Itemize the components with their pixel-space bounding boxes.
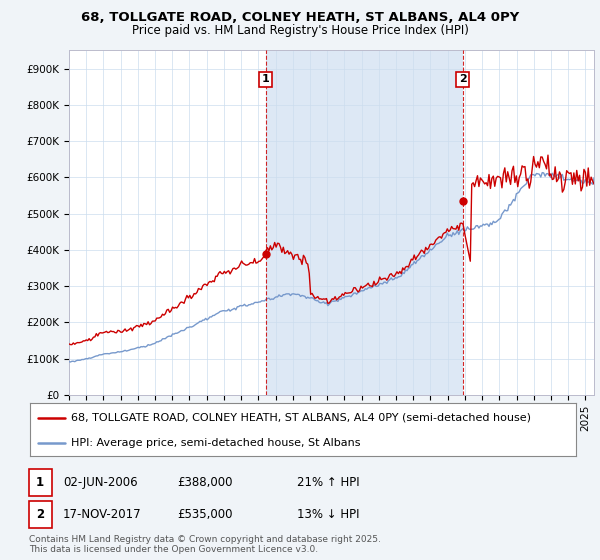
Text: 17-NOV-2017: 17-NOV-2017 [63,507,142,521]
Text: 1: 1 [262,74,269,85]
Text: 2: 2 [459,74,467,85]
Text: HPI: Average price, semi-detached house, St Albans: HPI: Average price, semi-detached house,… [71,438,361,448]
Text: £535,000: £535,000 [177,507,233,521]
Text: 1: 1 [36,475,44,489]
Text: 68, TOLLGATE ROAD, COLNEY HEATH, ST ALBANS, AL4 0PY (semi-detached house): 68, TOLLGATE ROAD, COLNEY HEATH, ST ALBA… [71,413,531,423]
Text: 68, TOLLGATE ROAD, COLNEY HEATH, ST ALBANS, AL4 0PY: 68, TOLLGATE ROAD, COLNEY HEATH, ST ALBA… [81,11,519,24]
Text: Price paid vs. HM Land Registry's House Price Index (HPI): Price paid vs. HM Land Registry's House … [131,24,469,36]
Text: 21% ↑ HPI: 21% ↑ HPI [297,475,359,489]
Bar [266,50,463,395]
Text: £388,000: £388,000 [177,475,233,489]
Text: 13% ↓ HPI: 13% ↓ HPI [297,507,359,521]
Text: Contains HM Land Registry data © Crown copyright and database right 2025.
This d: Contains HM Land Registry data © Crown c… [29,535,380,554]
Text: 2: 2 [36,507,44,521]
Text: 02-JUN-2006: 02-JUN-2006 [63,475,137,489]
